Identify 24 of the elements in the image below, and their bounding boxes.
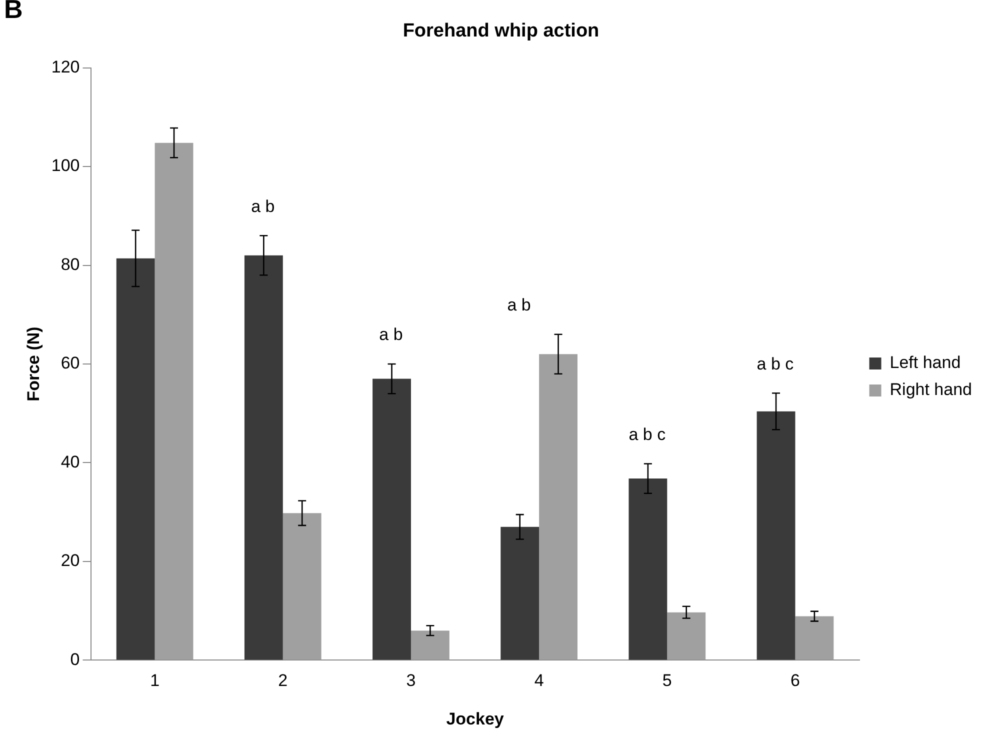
y-tick-label: 40 xyxy=(60,452,80,472)
y-tick-label: 100 xyxy=(51,156,80,176)
annotation: a b c xyxy=(756,354,794,374)
annotation: a b c xyxy=(628,424,666,444)
annotation: a b xyxy=(379,325,403,344)
legend-label: Right hand xyxy=(890,380,972,400)
x-tick-label: 4 xyxy=(534,671,544,690)
y-tick-label: 20 xyxy=(60,551,80,570)
legend-label: Left hand xyxy=(890,353,961,372)
y-tick-label: 120 xyxy=(51,57,80,76)
y-axis-title: Force (N) xyxy=(24,326,43,402)
text: B xyxy=(4,0,23,25)
y-tick-label: 60 xyxy=(60,354,80,373)
y-tick-label: 80 xyxy=(60,254,80,274)
x-tick-label: 5 xyxy=(662,671,672,690)
x-tick-label: 3 xyxy=(406,671,416,690)
x-tick-label: 2 xyxy=(278,671,288,690)
x-tick-label: 1 xyxy=(150,671,160,690)
annotation: a b xyxy=(507,296,531,315)
y-tick-label: 0 xyxy=(70,650,80,669)
annotation: a b xyxy=(251,196,275,216)
x-axis-title: Jockey xyxy=(446,709,504,728)
chart-title: Forehand whip action xyxy=(402,20,600,42)
x-tick-label: 6 xyxy=(790,671,800,690)
